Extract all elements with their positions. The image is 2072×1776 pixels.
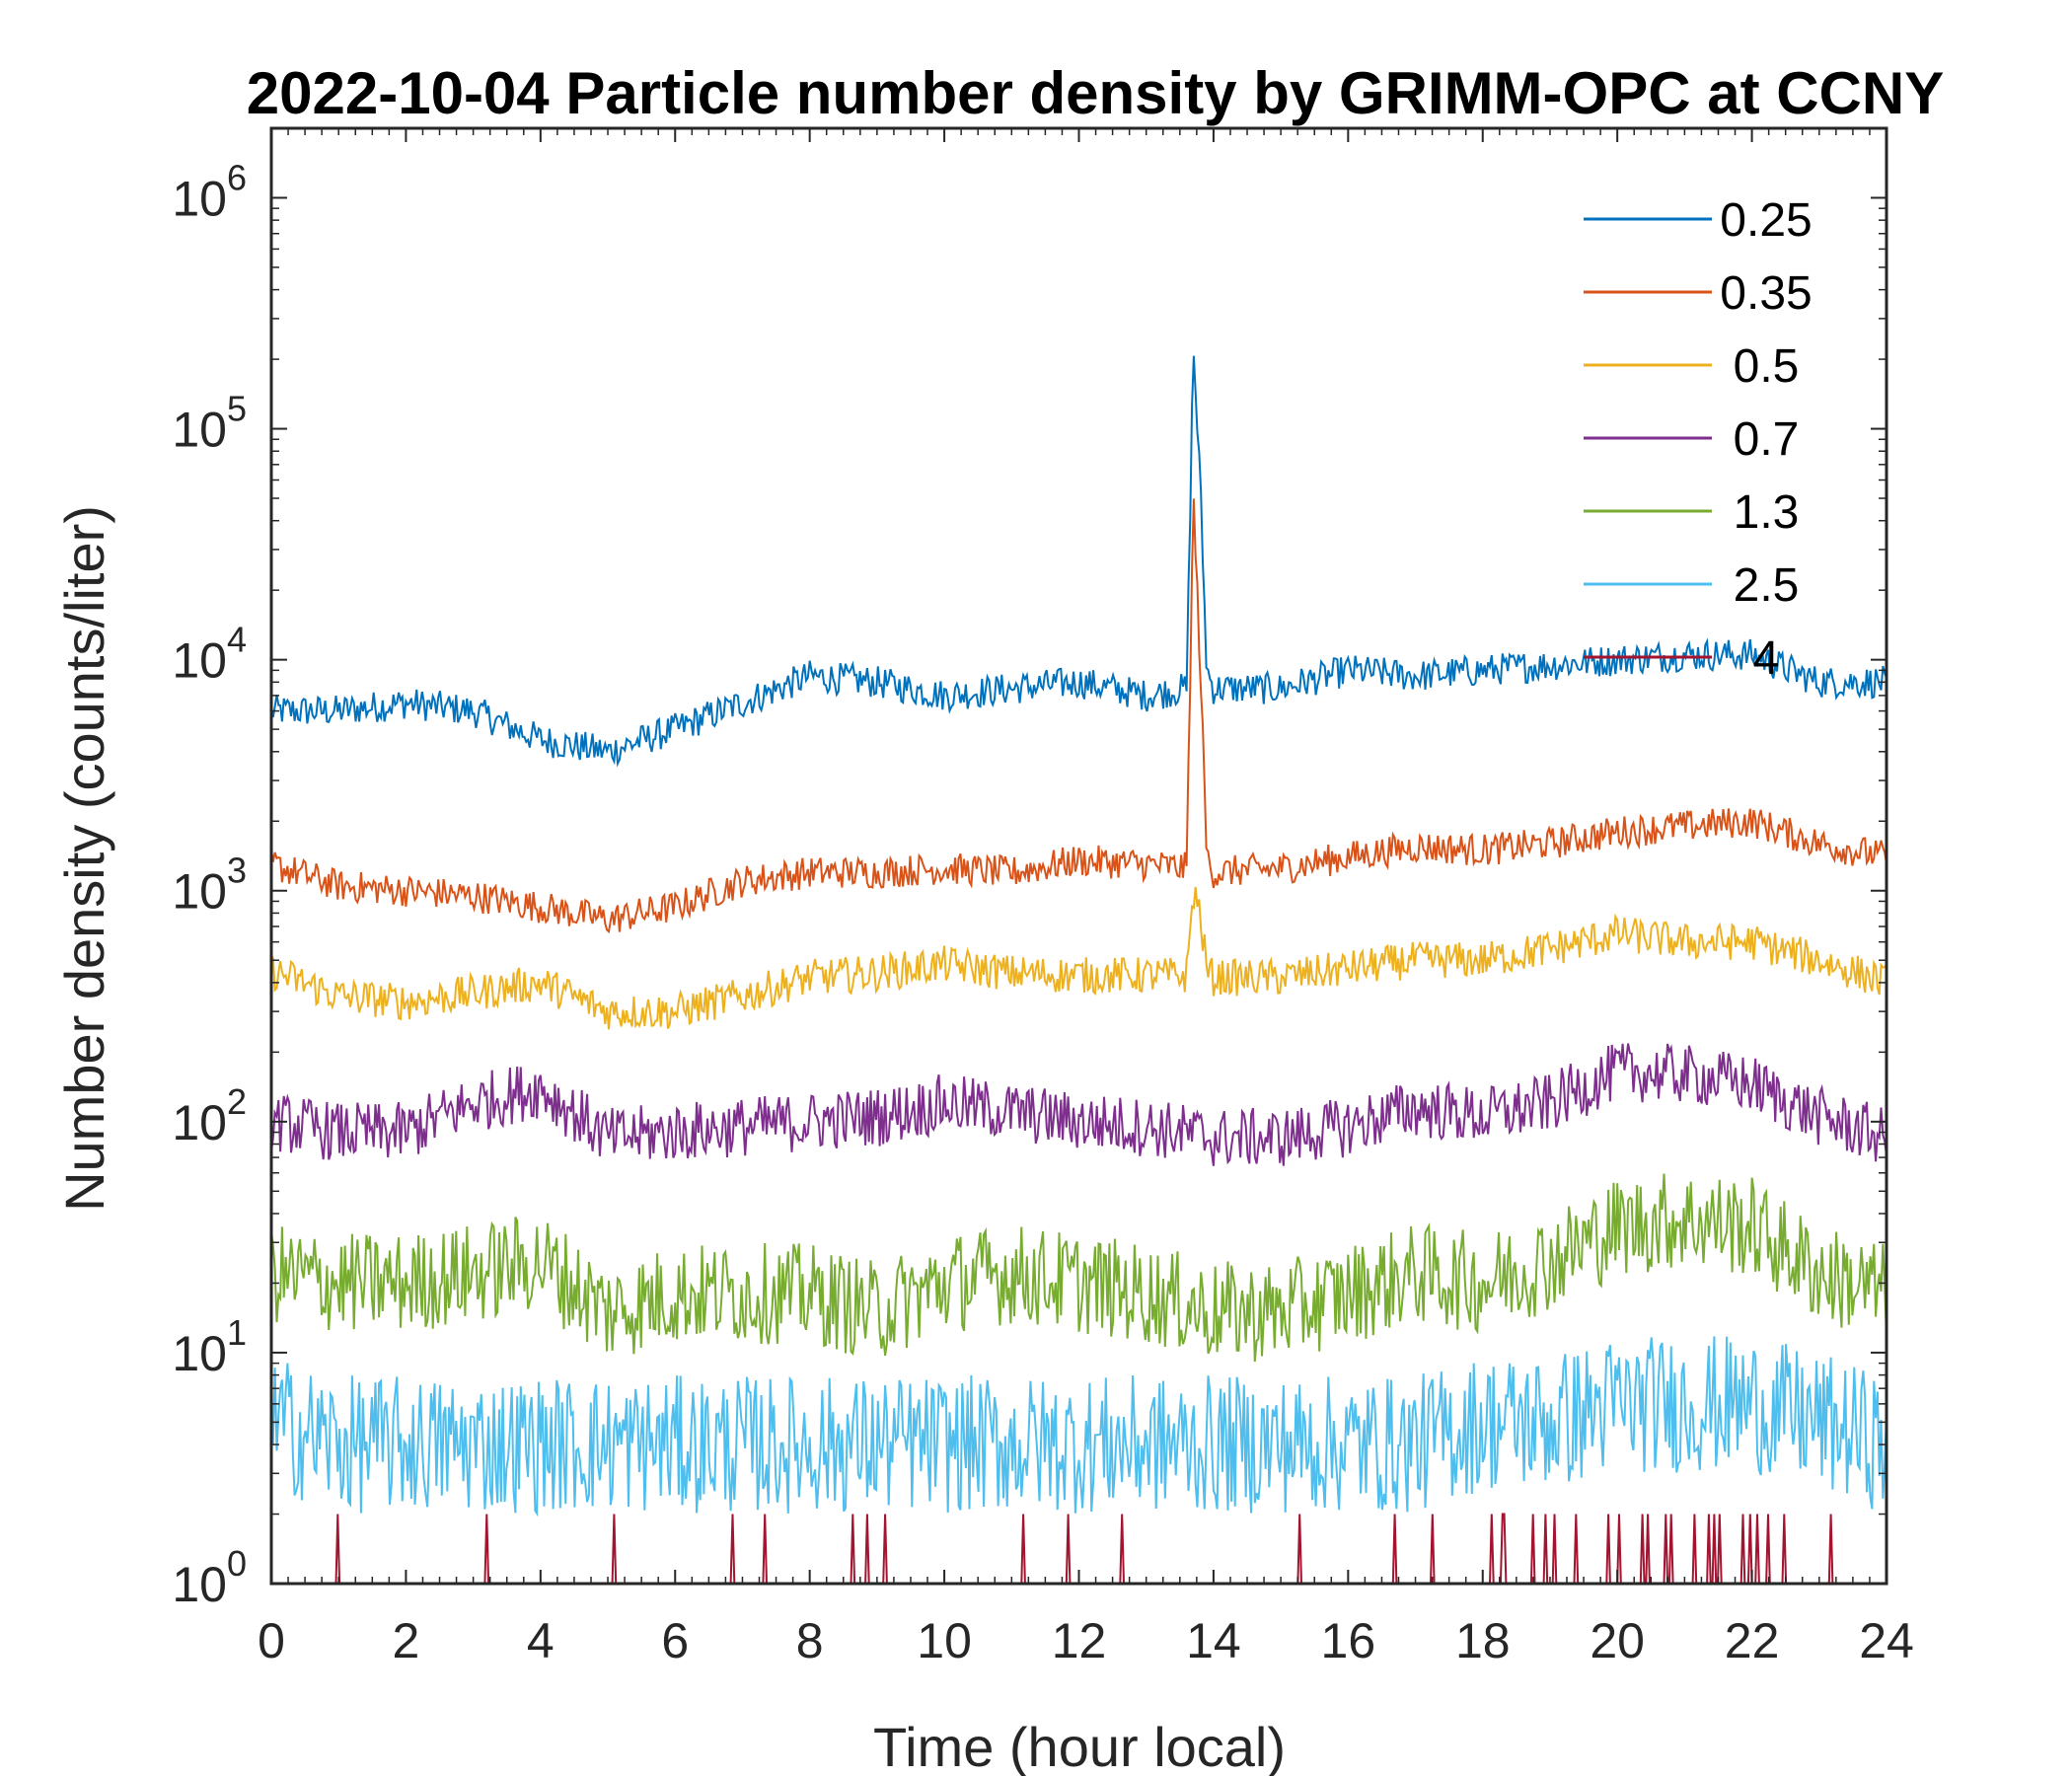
y-tick-label: 102 xyxy=(172,1081,247,1150)
legend-label-0-5: 0.5 xyxy=(1734,340,1800,393)
y-tick-label: 100 xyxy=(172,1543,247,1612)
x-tick-label: 4 xyxy=(527,1613,555,1668)
legend: 0.25 0.35 0.5 0.7 1.3 2.5 4 xyxy=(1584,194,1813,685)
y-tick-label: 105 xyxy=(172,389,247,458)
y-tick-label: 103 xyxy=(172,851,247,920)
x-tick-label: 6 xyxy=(661,1613,689,1668)
y-tick-label: 101 xyxy=(172,1312,247,1381)
x-tick-label: 2 xyxy=(393,1613,420,1668)
series-line-0-25 xyxy=(270,355,1887,768)
x-tick-label: 22 xyxy=(1725,1613,1780,1668)
legend-label-1-3: 1.3 xyxy=(1734,486,1800,539)
series-line-0-5 xyxy=(270,887,1887,1030)
ticks-layer: 0 2 4 6 8 10 12 14 16 18 20 22 241001011021031041051… xyxy=(172,127,1914,1668)
legend-label-2-5: 2.5 xyxy=(1734,559,1800,612)
x-tick-label: 12 xyxy=(1052,1613,1107,1668)
y-tick-label: 106 xyxy=(172,157,247,226)
x-axis-label: Time (hour local) xyxy=(873,1716,1286,1776)
x-tick-label: 20 xyxy=(1590,1613,1645,1668)
chart-title: 2022-10-04 Particle number density by GR… xyxy=(247,60,1945,126)
series-layer xyxy=(270,355,1887,1585)
x-tick-label: 18 xyxy=(1455,1613,1511,1668)
legend-label-0-25: 0.25 xyxy=(1720,194,1812,247)
x-tick-label: 14 xyxy=(1186,1613,1241,1668)
legend-label-0-35: 0.35 xyxy=(1720,267,1812,320)
y-axis-label: Number density (counts/liter) xyxy=(53,505,115,1212)
legend-label-4: 4 xyxy=(1753,632,1780,685)
series-line-2-5 xyxy=(270,1336,1887,1517)
x-tick-label: 24 xyxy=(1859,1613,1914,1668)
x-tick-label: 0 xyxy=(258,1613,285,1668)
series-line-0-7 xyxy=(270,1043,1887,1166)
x-tick-label: 10 xyxy=(917,1613,972,1668)
y-tick-label: 104 xyxy=(172,620,247,689)
legend-label-0-7: 0.7 xyxy=(1734,413,1800,466)
x-tick-label: 8 xyxy=(796,1613,824,1668)
x-tick-label: 16 xyxy=(1321,1613,1376,1668)
series-line-0-35 xyxy=(270,498,1887,934)
series-line-1-3 xyxy=(270,1173,1887,1363)
